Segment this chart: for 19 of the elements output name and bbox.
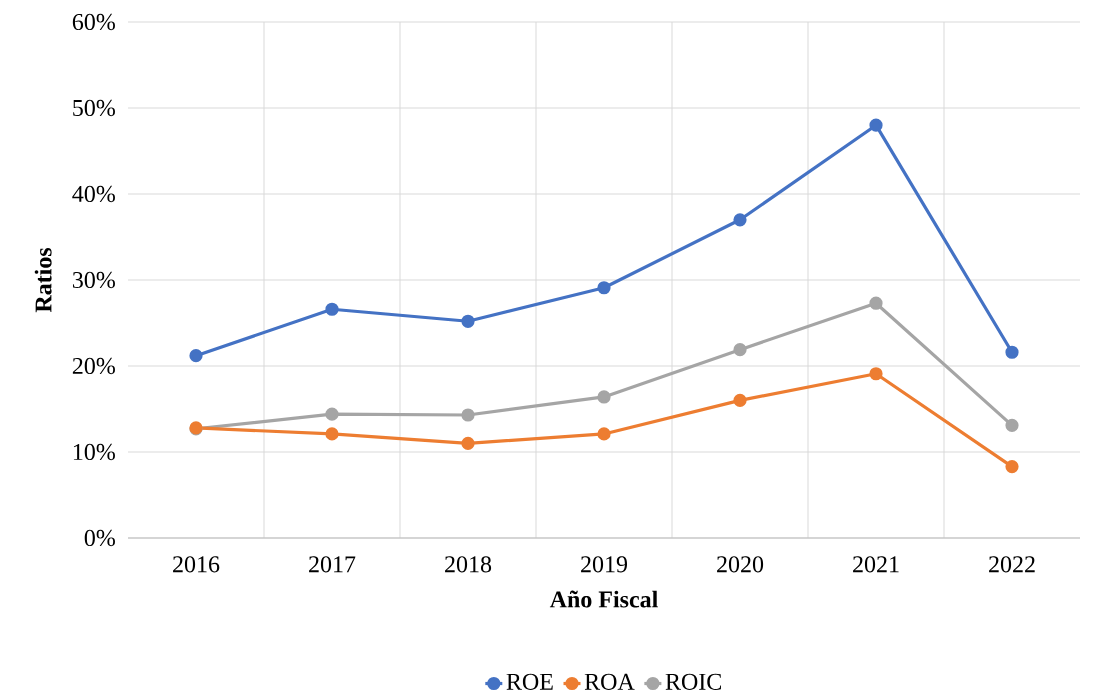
- legend-label: ROIC: [665, 673, 721, 690]
- y-tick-label: 20%: [72, 357, 115, 375]
- y-axis-title: Ratios: [34, 247, 52, 313]
- x-tick-label: 2022: [989, 556, 1035, 573]
- legend-label: ROA: [584, 673, 635, 690]
- x-tick-label: 2018: [445, 556, 492, 573]
- x-tick-label: 2019: [581, 556, 628, 573]
- y-tick-label: 0%: [84, 529, 115, 547]
- y-tick-label: 40%: [72, 185, 115, 203]
- y-tick-label: 50%: [73, 99, 115, 117]
- y-tick-label: 10%: [73, 443, 115, 461]
- x-tick-label: 2016: [173, 556, 220, 573]
- x-tick-label: 2020: [717, 556, 764, 573]
- y-tick-label: 60%: [72, 13, 115, 31]
- x-tick-label: 2021: [853, 556, 899, 573]
- y-tick-label: 30%: [72, 271, 115, 289]
- x-axis-title: Año Fiscal: [549, 590, 658, 608]
- legend-label: ROE: [506, 673, 553, 690]
- x-tick-label: 2017: [309, 556, 356, 573]
